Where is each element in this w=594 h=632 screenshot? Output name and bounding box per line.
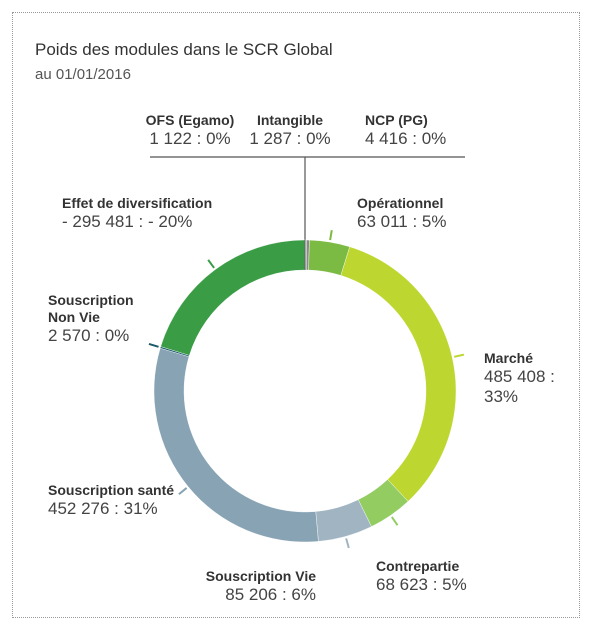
segment-value: 1 122 : 0% [149,129,231,148]
segment-value: 68 623 : 5% [376,575,467,594]
label-tick [207,259,215,269]
segment-label: Souscription Vie 85 206 : 6% [170,568,316,605]
label-tick [345,538,350,549]
label-tick [178,487,188,496]
segment-name: Souscription Non Vie [48,292,134,325]
segment-label: Souscription Non Vie 2 570 : 0% [48,292,148,346]
segment-value: 2 570 : 0% [48,326,130,345]
segment-name: Contrepartie [376,558,460,574]
segment-label: Contrepartie 68 623 : 5% [376,558,526,595]
segment-value: 4 416 : 0% [365,129,447,148]
chart-title: Poids des modules dans le SCR Global [35,40,333,59]
segment-name: Souscription Vie [205,568,316,584]
segment-name: Opérationnel [357,195,444,211]
segment-value: 85 206 : 6% [225,585,316,604]
frame [12,12,580,618]
segment-label: Marché 485 408 : 33% [484,350,574,407]
donut-segment [160,239,306,356]
segment-name: NCP (PG) [365,112,428,128]
segment-value: 63 011 : 5% [357,212,447,231]
segment-label: Souscription santé 452 276 : 31% [48,482,188,519]
segment-label: NCP (PG) 4 416 : 0% [365,112,475,149]
segment-label: OFS (Egamo) 1 122 : 0% [140,112,240,149]
segment-name: Souscription santé [48,482,175,498]
label-tick [329,230,333,241]
segment-name: Intangible [256,112,324,128]
segment-name: Effet de diversification [62,195,213,211]
segment-value: 485 408 : 33% [484,367,555,406]
segment-value: 1 287 : 0% [249,129,331,148]
donut-segment [340,246,457,502]
label-tick [390,516,399,526]
label-tick [453,353,465,358]
segment-label: Effet de diversification - 295 481 : - 20… [62,195,282,232]
segment-label: Opérationnel 63 011 : 5% [357,195,477,232]
segment-value: - 295 481 : - 20% [62,212,193,231]
segment-label: Intangible 1 287 : 0% [240,112,340,149]
segment-name: OFS (Egamo) [145,112,235,128]
chart-subtitle: au 01/01/2016 [35,66,131,83]
label-tick [148,342,159,348]
segment-value: 452 276 : 31% [48,499,158,518]
segment-name: Marché [484,350,534,366]
